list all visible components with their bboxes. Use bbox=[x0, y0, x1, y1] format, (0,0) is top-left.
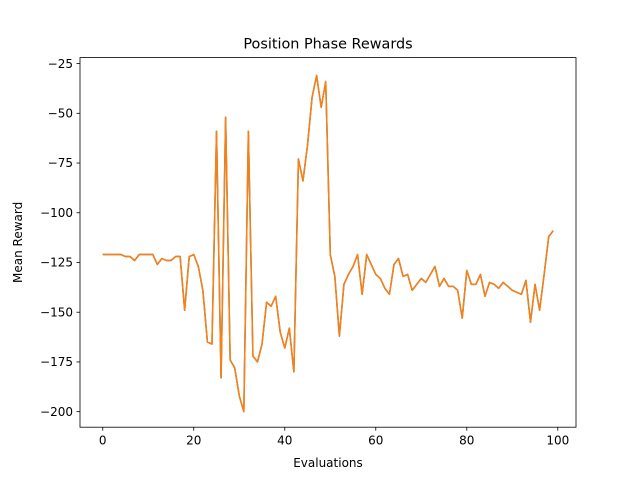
x-axis-label: Evaluations bbox=[293, 456, 363, 470]
x-tick-label: 0 bbox=[99, 434, 107, 448]
y-tick-label: −25 bbox=[48, 57, 73, 71]
x-tick-label: 60 bbox=[368, 434, 383, 448]
x-tick-label: 100 bbox=[546, 434, 569, 448]
y-tick-label: −50 bbox=[48, 106, 73, 120]
series-line bbox=[102, 74, 554, 413]
y-tick-label: −200 bbox=[40, 405, 73, 419]
x-tick-label: 80 bbox=[459, 434, 474, 448]
x-tick-label: 20 bbox=[186, 434, 201, 448]
y-axis-label: Mean Reward bbox=[11, 202, 25, 283]
x-axis: 0 20 40 60 80 100 bbox=[99, 427, 569, 448]
y-tick-label: −175 bbox=[40, 355, 73, 369]
series-line-underlay bbox=[102, 74, 554, 413]
y-tick-label: −125 bbox=[40, 256, 73, 270]
y-axis: −200 −175 −150 −125 −100 −75 −50 −25 bbox=[40, 57, 80, 419]
y-tick-label: −150 bbox=[40, 305, 73, 319]
plot-area bbox=[102, 74, 554, 413]
x-tick-label: 40 bbox=[277, 434, 292, 448]
y-tick-label: −75 bbox=[48, 156, 73, 170]
plot-frame bbox=[79, 57, 577, 428]
y-tick-label: −100 bbox=[40, 206, 73, 220]
chart-title: Position Phase Rewards bbox=[243, 37, 412, 53]
